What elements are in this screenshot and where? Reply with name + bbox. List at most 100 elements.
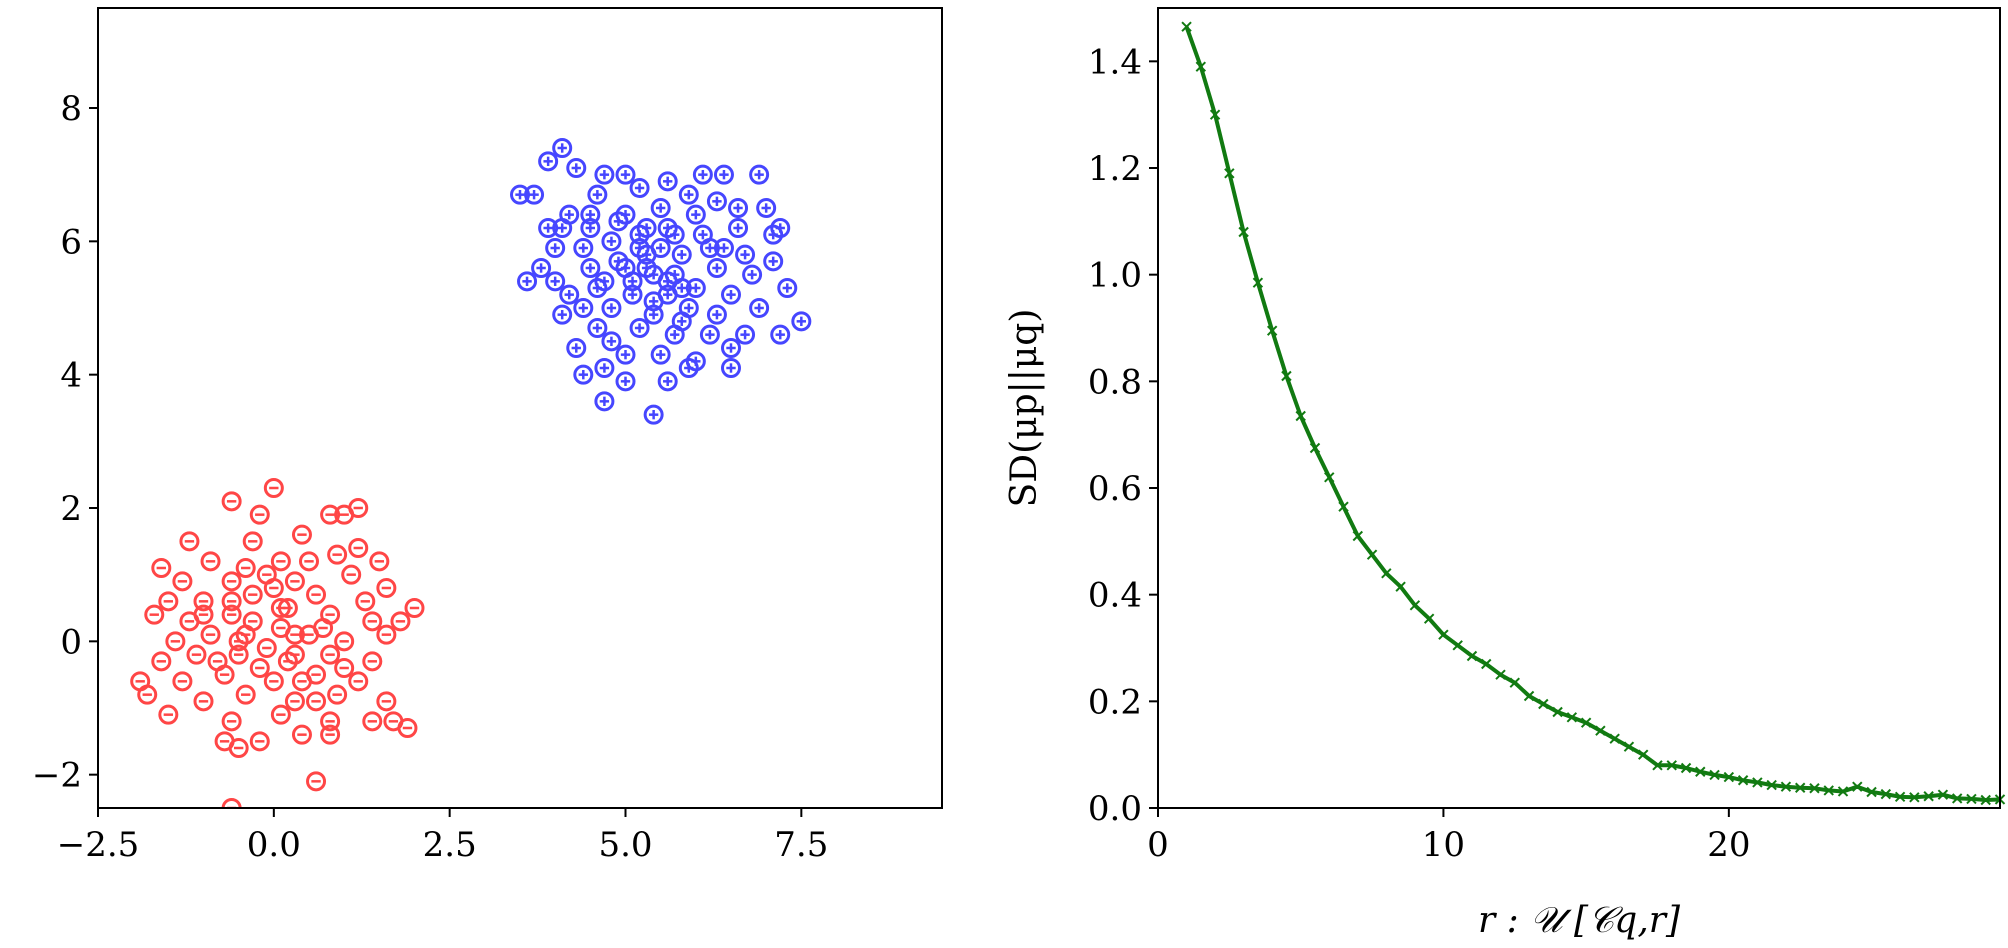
scatter-point: [228, 631, 249, 652]
scatter-point: [643, 264, 664, 285]
scatter-point: [531, 258, 552, 278]
scatter-point: [594, 391, 615, 412]
line-point-marker: [1281, 370, 1292, 382]
scatter-point: [721, 338, 741, 358]
scatter-point: [622, 284, 643, 305]
scatter-point: [320, 504, 341, 525]
scatter-point: [242, 584, 263, 605]
scatter-point: [172, 571, 193, 592]
scatter-point: [706, 258, 727, 278]
line-point-marker: [1495, 669, 1506, 680]
scatter-y-tick-label: 6: [60, 222, 82, 262]
scatter-point: [320, 644, 341, 665]
line-point-marker: [1309, 442, 1321, 454]
line-y-axis-label: SD(μp||μq): [1004, 309, 1045, 508]
line-point-marker: [1538, 698, 1549, 710]
line-x-tick-label: 0: [1147, 825, 1169, 865]
scatter-series-positive: [510, 138, 812, 425]
scatter-point: [728, 198, 749, 218]
scatter-x-tick-label: 5.0: [598, 825, 652, 865]
scatter-point: [193, 591, 214, 612]
scatter-point: [228, 738, 249, 758]
line-point-marker: [1966, 793, 1977, 805]
scatter-series-layer: [130, 138, 812, 808]
scatter-point: [277, 598, 298, 618]
scatter-point: [559, 284, 580, 305]
scatter-point: [270, 551, 291, 572]
scatter-point: [657, 371, 678, 392]
line-point-marker: [1423, 613, 1435, 624]
scatter-x-tick-label: 7.5: [774, 825, 828, 865]
scatter-point: [692, 164, 713, 185]
line-point-marker: [1880, 788, 1892, 800]
line-point-marker: [1809, 783, 1820, 794]
scatter-point: [615, 164, 636, 185]
line-point-marker: [1466, 650, 1478, 662]
scatter-point: [284, 691, 305, 712]
scatter-point: [643, 404, 664, 425]
scatter-chart: −2.5 0.0 2.5 5.0 7.5 −2 0 2 4 6 8: [32, 7, 943, 865]
line-point-marker: [1523, 690, 1535, 702]
scatter-point: [249, 658, 270, 678]
scatter-point: [179, 531, 200, 552]
scatter-point: [699, 324, 720, 345]
line-point-marker: [1866, 786, 1877, 798]
scatter-point: [629, 238, 650, 258]
scatter-point: [594, 271, 615, 292]
line-point-marker: [1923, 791, 1934, 802]
line-y-tick-label: 0.2: [1088, 682, 1142, 722]
line-x-tick-label: 10: [1422, 825, 1465, 865]
scatter-point: [249, 731, 270, 752]
line-point-marker: [1395, 581, 1406, 592]
scatter-point: [587, 184, 608, 205]
scatter-point: [566, 158, 587, 178]
line-y-tick-label: 1.4: [1088, 42, 1142, 82]
scatter-point: [657, 171, 678, 192]
scatter-point: [291, 724, 312, 745]
line-point-marker: [1580, 717, 1592, 728]
scatter-point: [221, 591, 242, 612]
line-point-marker: [1238, 226, 1249, 238]
line-y-tick-label: 0.0: [1088, 789, 1142, 829]
scatter-point: [756, 198, 777, 218]
scatter-point: [573, 298, 594, 318]
scatter-point: [221, 571, 242, 592]
scatter-point: [348, 538, 369, 558]
scatter-point: [284, 644, 305, 665]
scatter-point: [193, 604, 214, 625]
scatter-point: [376, 578, 397, 598]
line-x-axis-label: r : 𝒰 [𝒞q,r]: [1478, 900, 1681, 941]
line-point-marker: [1680, 762, 1692, 774]
scatter-point: [256, 564, 277, 585]
scatter-point: [376, 624, 397, 645]
scatter-point: [735, 244, 756, 265]
line-point-marker: [1609, 733, 1620, 744]
scatter-point: [594, 358, 615, 378]
scatter-point: [291, 671, 312, 692]
line-point-marker: [1823, 785, 1834, 796]
scatter-point: [685, 204, 706, 225]
scatter-point: [538, 218, 559, 238]
line-x-tick-label: 20: [1707, 825, 1750, 865]
scatter-point: [524, 184, 545, 205]
scatter-point: [728, 218, 749, 238]
scatter-point: [291, 524, 312, 545]
scatter-point: [165, 631, 186, 652]
scatter-point: [615, 258, 636, 278]
scatter-point: [228, 644, 249, 665]
scatter-point: [362, 651, 383, 672]
scatter-point: [580, 204, 601, 225]
scatter-point: [706, 304, 727, 325]
scatter-point: [657, 218, 678, 238]
scatter-point: [770, 324, 791, 345]
scatter-point: [376, 691, 397, 712]
scatter-point: [334, 504, 355, 525]
scatter-point: [200, 551, 221, 572]
scatter-point: [242, 531, 263, 552]
line-chart: 0 10 20 0.0 0.2 0.4 0.6 0.8 1.0 1.2 1.4 r : 𝒰 [𝒞q,…: [1004, 7, 2006, 941]
scatter-plot-frame: [97, 7, 943, 809]
scatter-point: [587, 318, 608, 338]
scatter-point: [137, 684, 158, 705]
scatter-point: [327, 684, 348, 705]
scatter-series-negative: [130, 478, 425, 808]
